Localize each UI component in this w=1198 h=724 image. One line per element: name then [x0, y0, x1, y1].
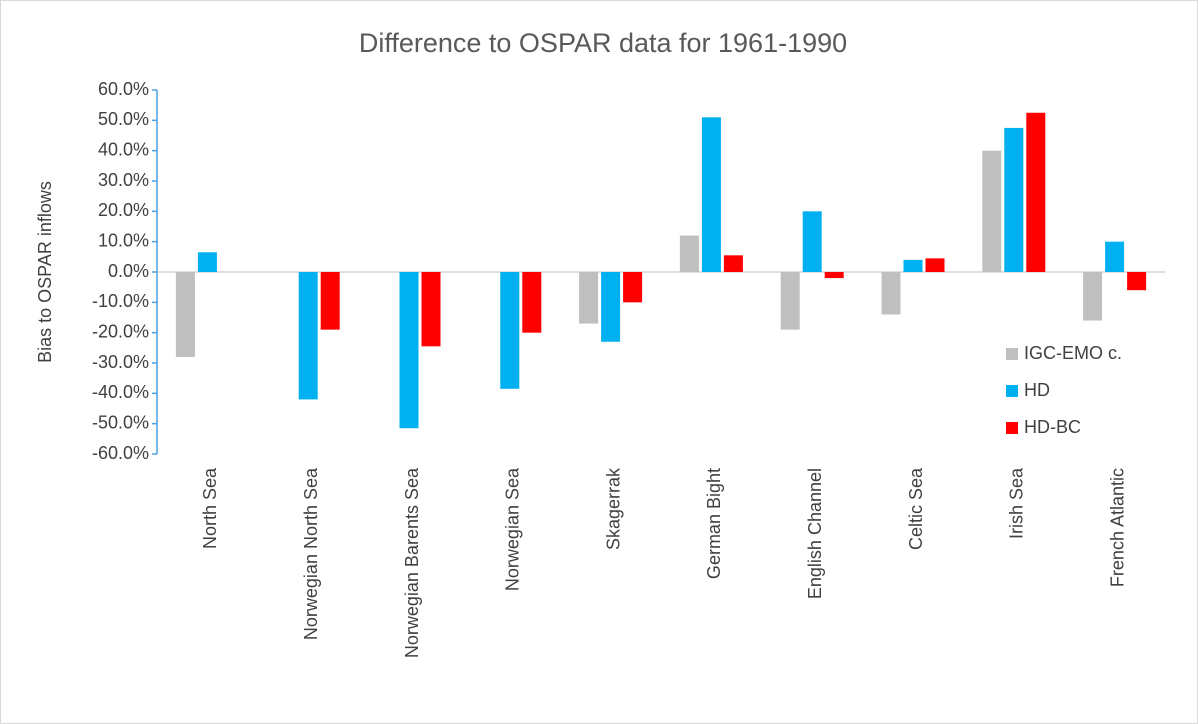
y-axis-label: Bias to OSPAR inflows: [35, 181, 55, 363]
bar: [780, 272, 800, 330]
y-tick-label: -40.0%: [92, 382, 149, 402]
bar: [723, 255, 743, 272]
y-tick-label: -20.0%: [92, 321, 149, 341]
bar: [421, 272, 441, 347]
legend-swatch: [1006, 385, 1018, 397]
bar: [500, 272, 520, 389]
bar: [1127, 272, 1147, 291]
y-tick-label: 50.0%: [98, 109, 149, 129]
y-tick-label: 10.0%: [98, 230, 149, 250]
bar: [601, 272, 621, 342]
x-tick-label: Irish Sea: [1007, 467, 1027, 539]
y-tick-label: -50.0%: [92, 412, 149, 432]
bar: [802, 211, 822, 272]
y-tick-label: -60.0%: [92, 443, 149, 463]
bar: [175, 272, 195, 357]
y-tick-label: -30.0%: [92, 352, 149, 372]
legend-swatch: [1006, 422, 1018, 434]
bar: [522, 272, 542, 333]
legend-swatch: [1006, 348, 1018, 360]
bar: [982, 150, 1002, 272]
x-tick-label: Norwegian North Sea: [301, 467, 321, 640]
bar: [679, 235, 699, 272]
bar: [881, 272, 901, 315]
y-tick-label: 60.0%: [98, 79, 149, 99]
x-tick-label: North Sea: [200, 467, 220, 549]
x-tick-label: French Atlantic: [1107, 468, 1127, 587]
x-tick-label: Celtic Sea: [906, 467, 926, 550]
bar: [824, 272, 844, 279]
bar: [623, 272, 643, 303]
legend-label: IGC-EMO c.: [1024, 343, 1122, 363]
bar: [579, 272, 599, 324]
bar: [399, 272, 419, 429]
x-tick-label: Skagerrak: [603, 467, 623, 550]
bar: [1083, 272, 1103, 321]
bar: [903, 259, 923, 272]
x-tick-label: Norwegian Sea: [503, 467, 523, 591]
y-tick-label: -10.0%: [92, 291, 149, 311]
y-tick-label: 40.0%: [98, 139, 149, 159]
y-tick-label: 20.0%: [98, 200, 149, 220]
bar: [320, 272, 340, 330]
x-tick-label: German Bight: [704, 468, 724, 579]
legend-label: HD: [1024, 380, 1050, 400]
bar: [1026, 112, 1046, 272]
legend-label: HD-BC: [1024, 417, 1081, 437]
bar: [1004, 127, 1024, 273]
bar: [197, 252, 217, 272]
bar: [701, 117, 721, 272]
y-tick-label: 30.0%: [98, 170, 149, 190]
x-tick-label: Norwegian Barents Sea: [402, 467, 422, 658]
bar: [925, 258, 945, 272]
y-tick-label: 0.0%: [108, 261, 149, 281]
x-tick-label: English Channel: [805, 468, 825, 599]
bar: [1105, 241, 1125, 272]
bar: [298, 272, 318, 400]
chart-title: Difference to OSPAR data for 1961-1990: [359, 28, 847, 58]
